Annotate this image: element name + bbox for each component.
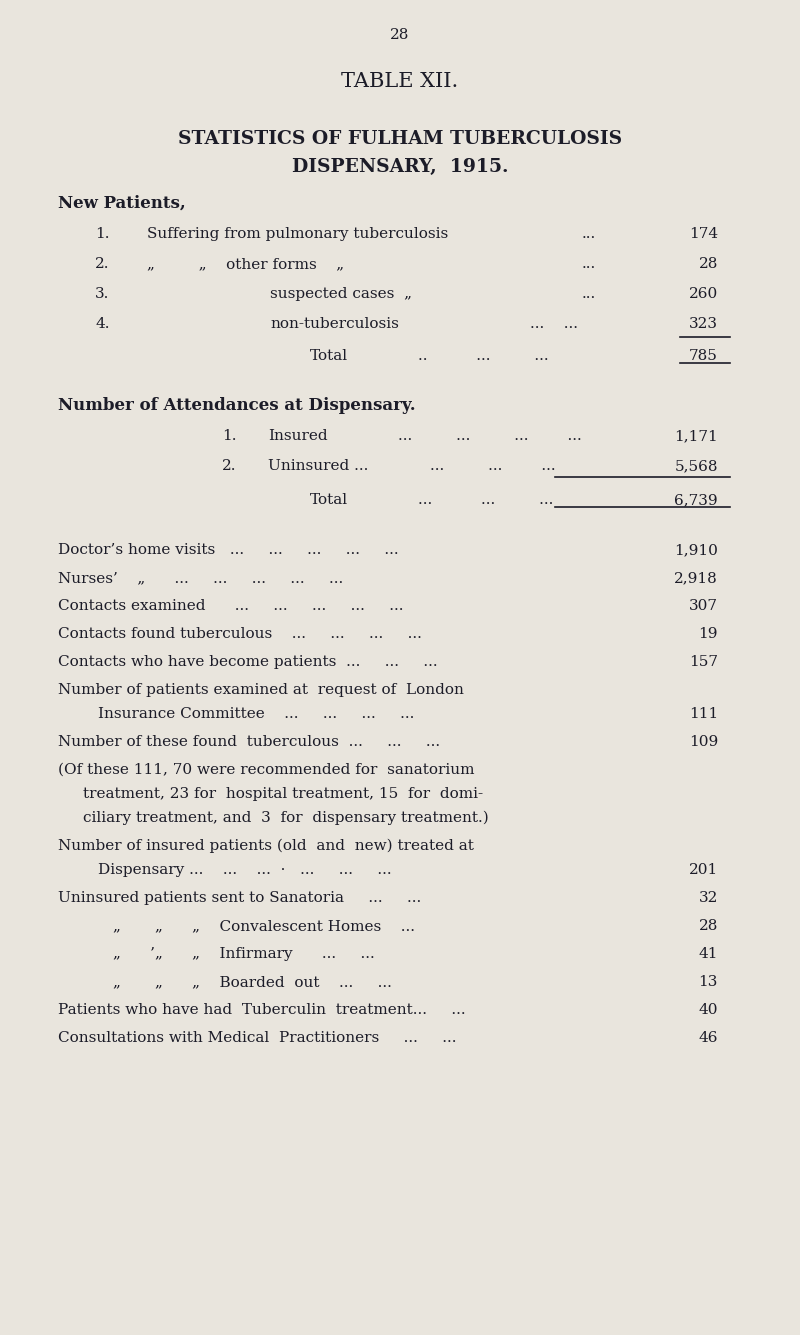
Text: ...    ...: ... ... — [530, 316, 578, 331]
Text: „         „    other forms    „: „ „ other forms „ — [147, 258, 344, 271]
Text: 3.: 3. — [95, 287, 110, 300]
Text: Number of Attendances at Dispensary.: Number of Attendances at Dispensary. — [58, 396, 416, 414]
Text: 109: 109 — [689, 736, 718, 749]
Text: 40: 40 — [698, 1003, 718, 1017]
Text: ...         ...         ...        ...: ... ... ... ... — [398, 429, 582, 443]
Text: DISPENSARY,  1915.: DISPENSARY, 1915. — [292, 158, 508, 176]
Text: STATISTICS OF FULHAM TUBERCULOSIS: STATISTICS OF FULHAM TUBERCULOSIS — [178, 129, 622, 148]
Text: ciliary treatment, and  3  for  dispensary treatment.): ciliary treatment, and 3 for dispensary … — [83, 810, 489, 825]
Text: Contacts found tuberculous    ...     ...     ...     ...: Contacts found tuberculous ... ... ... .… — [58, 627, 422, 641]
Text: 28: 28 — [698, 918, 718, 933]
Text: Consultations with Medical  Practitioners     ...     ...: Consultations with Medical Practitioners… — [58, 1031, 457, 1045]
Text: 32: 32 — [698, 890, 718, 905]
Text: 157: 157 — [689, 655, 718, 669]
Text: Uninsured ...: Uninsured ... — [268, 459, 368, 473]
Text: Dispensary ...    ...    ...  ·   ...     ...     ...: Dispensary ... ... ... · ... ... ... — [98, 862, 392, 877]
Text: treatment, 23 for  hospital treatment, 15  for  domi-: treatment, 23 for hospital treatment, 15… — [83, 788, 483, 801]
Text: 307: 307 — [689, 599, 718, 613]
Text: Patients who have had  Tuberculin  treatment...     ...: Patients who have had Tuberculin treatme… — [58, 1003, 466, 1017]
Text: 260: 260 — [689, 287, 718, 300]
Text: (Of these 111, 70 were recommended for  sanatorium: (Of these 111, 70 were recommended for s… — [58, 764, 474, 777]
Text: Number of insured patients (old  and  new) treated at: Number of insured patients (old and new)… — [58, 838, 474, 853]
Text: „       „      „    Boarded  out    ...     ...: „ „ „ Boarded out ... ... — [113, 975, 392, 989]
Text: Number of patients examined at  request of  London: Number of patients examined at request o… — [58, 684, 464, 697]
Text: Contacts who have become patients  ...     ...     ...: Contacts who have become patients ... ..… — [58, 655, 438, 669]
Text: 2,918: 2,918 — [674, 571, 718, 585]
Text: Insured: Insured — [268, 429, 328, 443]
Text: 785: 785 — [689, 348, 718, 363]
Text: 1,910: 1,910 — [674, 543, 718, 557]
Text: Contacts examined      ...     ...     ...     ...     ...: Contacts examined ... ... ... ... ... — [58, 599, 403, 613]
Text: New Patients,: New Patients, — [58, 195, 186, 212]
Text: 1.: 1. — [95, 227, 110, 242]
Text: Nurses’    „      ...     ...     ...     ...     ...: Nurses’ „ ... ... ... ... ... — [58, 571, 343, 585]
Text: 1.: 1. — [222, 429, 237, 443]
Text: 41: 41 — [698, 947, 718, 961]
Text: 5,568: 5,568 — [674, 459, 718, 473]
Text: 28: 28 — [390, 28, 410, 41]
Text: ...: ... — [582, 258, 596, 271]
Text: 1,171: 1,171 — [674, 429, 718, 443]
Text: 2.: 2. — [95, 258, 110, 271]
Text: 28: 28 — [698, 258, 718, 271]
Text: ..          ...         ...: .. ... ... — [418, 348, 549, 363]
Text: 323: 323 — [689, 316, 718, 331]
Text: Total: Total — [310, 493, 348, 507]
Text: 46: 46 — [698, 1031, 718, 1045]
Text: Uninsured patients sent to Sanatoria     ...     ...: Uninsured patients sent to Sanatoria ...… — [58, 890, 422, 905]
Text: ...: ... — [582, 227, 596, 242]
Text: suspected cases  „: suspected cases „ — [270, 287, 412, 300]
Text: 201: 201 — [689, 862, 718, 877]
Text: TABLE XII.: TABLE XII. — [342, 72, 458, 91]
Text: Suffering from pulmonary tuberculosis: Suffering from pulmonary tuberculosis — [147, 227, 448, 242]
Text: „      ’„      „    Infirmary      ...     ...: „ ’„ „ Infirmary ... ... — [113, 947, 374, 961]
Text: ...: ... — [582, 287, 596, 300]
Text: ...          ...         ...: ... ... ... — [418, 493, 554, 507]
Text: ...         ...        ...: ... ... ... — [430, 459, 556, 473]
Text: non-tuberculosis: non-tuberculosis — [270, 316, 399, 331]
Text: 174: 174 — [689, 227, 718, 242]
Text: 2.: 2. — [222, 459, 237, 473]
Text: 13: 13 — [698, 975, 718, 989]
Text: „       „      „    Convalescent Homes    ...: „ „ „ Convalescent Homes ... — [113, 918, 415, 933]
Text: 6,739: 6,739 — [674, 493, 718, 507]
Text: 111: 111 — [689, 708, 718, 721]
Text: Total: Total — [310, 348, 348, 363]
Text: 4.: 4. — [95, 316, 110, 331]
Text: Number of these found  tuberculous  ...     ...     ...: Number of these found tuberculous ... ..… — [58, 736, 440, 749]
Text: Insurance Committee    ...     ...     ...     ...: Insurance Committee ... ... ... ... — [98, 708, 414, 721]
Text: 19: 19 — [698, 627, 718, 641]
Text: Doctor’s home visits   ...     ...     ...     ...     ...: Doctor’s home visits ... ... ... ... ... — [58, 543, 398, 557]
